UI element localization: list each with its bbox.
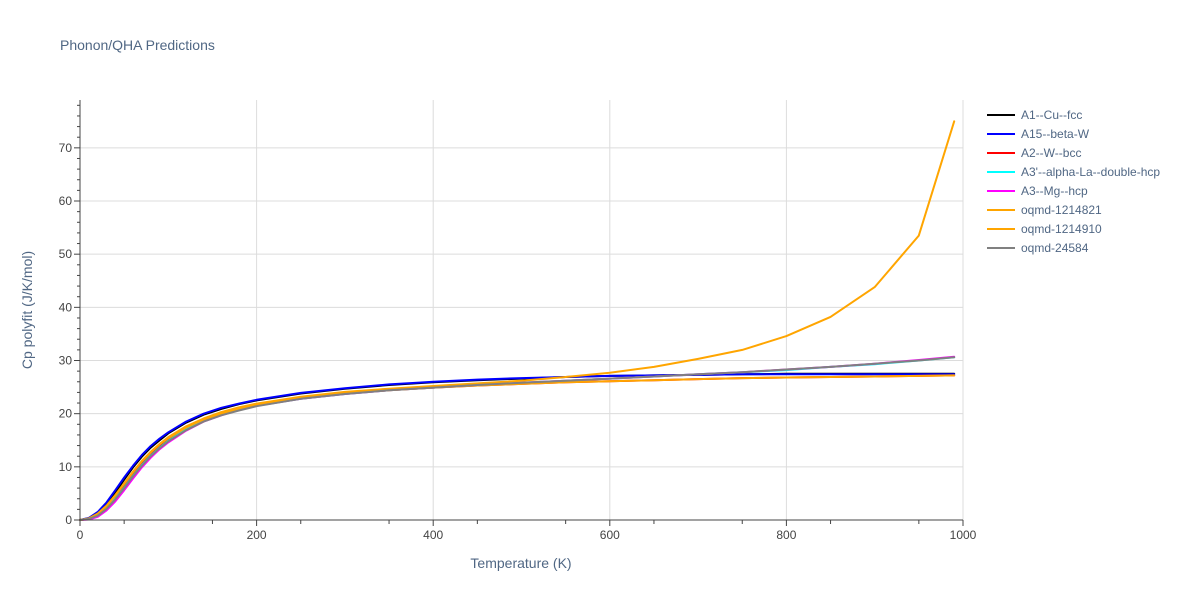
x-axis-title: Temperature (K): [470, 555, 571, 571]
x-tick-label: 400: [423, 528, 443, 542]
x-tick-label: 1000: [950, 528, 977, 542]
legend-label: A2--W--bcc: [1021, 146, 1081, 160]
plot-area: [79, 120, 956, 521]
y-tick-label: 0: [65, 513, 72, 527]
y-tick-label: 20: [59, 407, 73, 421]
legend-label: A1--Cu--fcc: [1021, 108, 1082, 122]
legend-item[interactable]: A15--beta-W: [987, 127, 1090, 141]
y-axis-title: Cp polyfit (J/K/mol): [19, 251, 35, 369]
legend-item[interactable]: A3'--alpha-La--double-hcp: [987, 165, 1160, 179]
x-tick-label: 800: [776, 528, 796, 542]
series-line-a1-cu-fcc: [79, 372, 956, 521]
y-tick-label: 70: [59, 141, 73, 155]
x-tick-label: 0: [77, 528, 84, 542]
legend-item[interactable]: oqmd-1214910: [987, 222, 1102, 236]
y-tick-label: 50: [59, 247, 73, 261]
axes: [79, 100, 963, 521]
grid: [80, 100, 964, 520]
legend-label: oqmd-1214910: [1021, 222, 1102, 236]
x-tick-label: 200: [247, 528, 267, 542]
legend-item[interactable]: A1--Cu--fcc: [987, 108, 1082, 122]
legend-label: oqmd-24584: [1021, 241, 1089, 255]
legend-label: A15--beta-W: [1021, 127, 1090, 141]
ticks: 0 200 400 600 800 1000 0 10 20 30 40 50 60 70: [59, 104, 977, 542]
legend-label: A3--Mg--hcp: [1021, 184, 1088, 198]
series-line-oqmd-1214910: [79, 374, 956, 521]
series-line-a2-w-bcc: [79, 374, 956, 521]
legend-label: A3'--alpha-La--double-hcp: [1021, 165, 1160, 179]
chart-title: Phonon/QHA Predictions: [60, 37, 215, 53]
legend-item[interactable]: oqmd-24584: [987, 241, 1089, 255]
series-line-a15-beta-w: [79, 373, 956, 521]
legend-item[interactable]: A2--W--bcc: [987, 146, 1081, 160]
y-tick-label: 40: [59, 300, 73, 314]
x-tick-label: 600: [600, 528, 620, 542]
y-tick-label: 60: [59, 194, 73, 208]
series-line-oqmd-24584: [79, 356, 956, 521]
y-tick-label: 30: [59, 354, 73, 368]
legend[interactable]: A1--Cu--fcc A15--beta-W A2--W--bcc A3'--alp…: [987, 108, 1160, 255]
y-tick-label: 10: [59, 460, 73, 474]
legend-item[interactable]: A3--Mg--hcp: [987, 184, 1088, 198]
legend-item[interactable]: oqmd-1214821: [987, 203, 1102, 217]
series-line-oqmd-1214821: [79, 120, 956, 521]
legend-label: oqmd-1214821: [1021, 203, 1102, 217]
